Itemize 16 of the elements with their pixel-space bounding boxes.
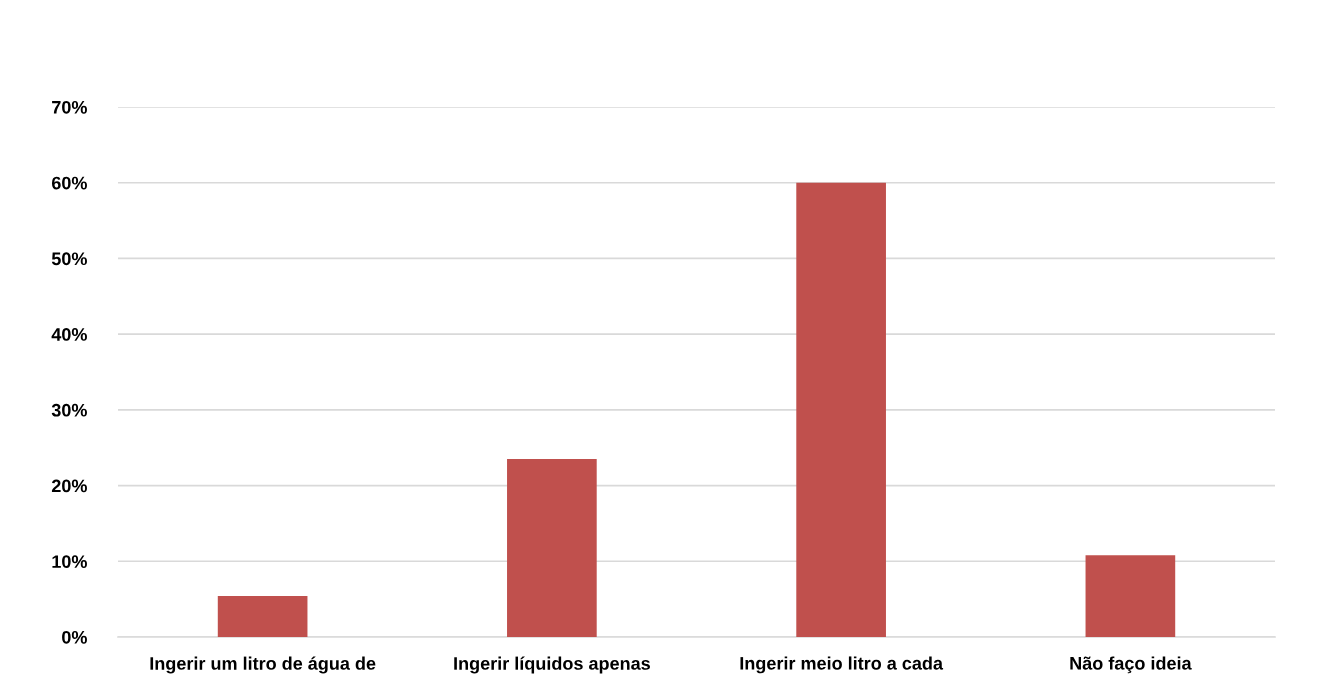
x-tick-label: Ingerir meio litro a cada — [740, 656, 944, 674]
x-tick-label: Ingerir um litro de água de — [150, 656, 376, 674]
bar — [796, 182, 886, 637]
y-tick-label: 10% — [52, 555, 87, 569]
y-tick-label: 0% — [62, 630, 87, 644]
x-tick-label: Ingerir líquidos apenas — [454, 656, 650, 674]
y-tick-label: 20% — [51, 479, 87, 493]
x-tick-label: Não faço ideia — [1070, 656, 1192, 674]
y-tick-label: 50% — [51, 252, 87, 266]
y-tick-label: 30% — [51, 403, 87, 417]
y-tick-label: 60% — [51, 176, 87, 190]
bar — [1085, 555, 1176, 637]
bar — [507, 459, 597, 637]
bar — [217, 596, 308, 637]
y-tick-label: 70% — [52, 100, 87, 114]
y-tick-label: 40% — [51, 328, 87, 341]
